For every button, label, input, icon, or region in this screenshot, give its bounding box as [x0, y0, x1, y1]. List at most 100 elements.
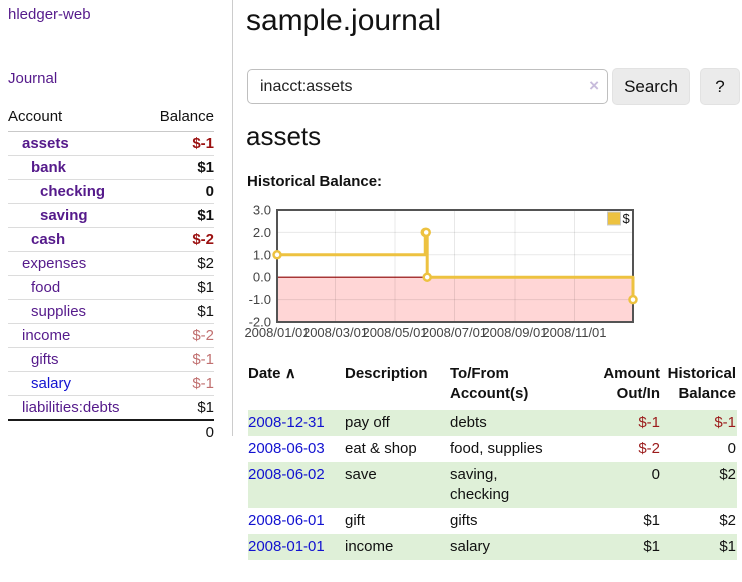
- sidebar-account-row: cash $-2: [8, 227, 214, 252]
- register-date-link[interactable]: 2008-12-31: [248, 414, 325, 431]
- search-button[interactable]: Search: [612, 68, 690, 105]
- balance-chart-svg: 3.0 2.0 1.0 0.0 -1.0 -2.02008/01/012008/03/01…: [244, 203, 638, 340]
- register-accounts-cell: salary: [450, 538, 491, 555]
- register-balance-cell: 0: [727, 440, 736, 457]
- sidebar-account-row: expenses $2: [8, 251, 214, 276]
- sidebar-account-balance: $-1: [146, 347, 214, 372]
- sidebar-account-supplies[interactable]: supplies: [31, 303, 87, 320]
- register-date-link[interactable]: 2008-06-03: [248, 440, 325, 457]
- sidebar-account-salary[interactable]: salary: [31, 375, 72, 392]
- register-description-cell: gift: [345, 512, 366, 529]
- sidebar-account-row: supplies $1: [8, 299, 214, 324]
- sidebar-account-header: Account: [8, 104, 147, 132]
- register-date-header[interactable]: Date ∧: [248, 365, 296, 382]
- sidebar-account-balance: $-2: [146, 323, 214, 348]
- register-balance-cell: $2: [719, 512, 736, 529]
- chart-y-tick-label: -2.0: [249, 315, 271, 330]
- chart-y-tick-label: 0.0: [253, 270, 271, 285]
- register-balance-header: Historical Balance: [667, 365, 736, 402]
- sidebar-account-cell: bank: [8, 155, 147, 180]
- register-description-cell: eat & shop: [345, 440, 417, 457]
- register-accounts-cell: food, supplies: [450, 440, 543, 457]
- register-table: Date ∧ Description To/From Account(s) Am…: [248, 362, 737, 560]
- sidebar-account-row: income $-2: [8, 323, 214, 348]
- sidebar-account-cash[interactable]: cash: [31, 231, 66, 248]
- historical-balance-chart[interactable]: 3.0 2.0 1.0 0.0 -1.0 -2.0 2008/01/01 2008/03/01…: [243, 203, 698, 348]
- search-input[interactable]: [247, 69, 608, 104]
- sidebar-account-cell: gifts: [8, 347, 147, 372]
- sidebar-account-row: checking 0: [8, 179, 214, 204]
- register-date-cell: 2008-12-31: [248, 410, 345, 436]
- sidebar-account-balance: $1: [146, 275, 214, 300]
- sidebar-account-balance: $1: [146, 395, 214, 420]
- nav-journal-link[interactable]: Journal: [8, 70, 58, 87]
- account-heading: assets: [246, 121, 322, 151]
- register-description-cell: income: [345, 538, 394, 555]
- sidebar-account-balance: $1: [146, 203, 214, 228]
- register-body: 2008-12-31 pay off debts $-1 $-1 2008-06-03 ea…: [248, 410, 737, 560]
- brand-link[interactable]: hledger-web: [8, 6, 91, 23]
- register-amount-cell: $1: [643, 538, 660, 555]
- register-date-cell: 2008-01-01: [248, 534, 345, 560]
- chart-data-point[interactable]: [272, 250, 282, 260]
- sidebar-account-liabilities-debts[interactable]: liabilities:debts: [22, 399, 120, 416]
- chart-x-tick-label: 2008/01/01: [244, 325, 309, 340]
- sidebar-account-cell: liabilities:debts: [8, 395, 147, 420]
- sidebar-account-cell: salary: [8, 371, 147, 396]
- sidebar-account-checking[interactable]: checking: [40, 183, 106, 200]
- sidebar-account-expenses[interactable]: expenses: [22, 255, 87, 272]
- chart-x-tick-label: 2008/03/01: [303, 325, 368, 340]
- sidebar-account-balance: 0: [146, 179, 214, 204]
- sidebar-account-gifts[interactable]: gifts: [31, 351, 59, 368]
- help-button[interactable]: ?: [700, 68, 740, 105]
- register-row: 2008-01-01 income salary $1 $1: [248, 534, 737, 560]
- search-field-wrap: ×: [247, 69, 608, 104]
- sidebar-account-row: assets $-1: [8, 132, 214, 156]
- register-amount-cell: $-2: [638, 440, 660, 457]
- register-accounts-cell: saving, checking: [450, 466, 510, 503]
- sidebar-account-balance: $-1: [146, 371, 214, 396]
- register-date-cell: 2008-06-02: [248, 462, 345, 508]
- sidebar-account-balance: $-2: [146, 227, 214, 252]
- register-date-cell: 2008-06-03: [248, 436, 345, 462]
- sidebar-account-assets[interactable]: assets: [22, 135, 69, 152]
- register-amount-header: Amount Out/In: [603, 365, 660, 402]
- page-title: sample.journal: [246, 4, 442, 37]
- register-row: 2008-06-01 gift gifts $1 $2: [248, 508, 737, 534]
- register-date-link[interactable]: 2008-01-01: [248, 538, 325, 555]
- chart-y-tick-label: 3.0: [253, 203, 271, 218]
- sort-asc-icon: ∧: [284, 365, 296, 382]
- chart-data-point[interactable]: [421, 227, 431, 238]
- register-date-link[interactable]: 2008-06-02: [248, 466, 325, 483]
- register-description-cell: save: [345, 466, 377, 483]
- register-row: 2008-12-31 pay off debts $-1 $-1: [248, 410, 737, 436]
- sidebar-account-balance: $-1: [192, 135, 214, 152]
- register-amount-cell: $-1: [638, 414, 660, 431]
- chart-data-point[interactable]: [422, 272, 432, 282]
- sidebar-account-income[interactable]: income: [22, 327, 71, 344]
- sidebar-accounts-body: assets $-1 bank $1 checking 0 saving $1 cash $-2 e…: [8, 132, 214, 444]
- sidebar-account-cell: saving: [8, 203, 147, 228]
- sidebar-account-food[interactable]: food: [31, 279, 61, 296]
- chart-data-point[interactable]: [628, 294, 638, 305]
- register-balance-cell: $1: [719, 538, 736, 555]
- register-header-row: Date ∧ Description To/From Account(s) Am…: [248, 362, 737, 410]
- sidebar-account-cell: expenses: [8, 251, 147, 276]
- sidebar-account-row: saving $1: [8, 203, 214, 228]
- register-date-cell: 2008-06-01: [248, 508, 345, 534]
- sidebar-account-bank[interactable]: bank: [31, 159, 67, 176]
- search-clear-icon[interactable]: ×: [589, 76, 599, 95]
- sidebar-account-row: salary $-1: [8, 371, 214, 396]
- register-balance-cell: $2: [719, 466, 736, 483]
- chart-y-tick-label: 2.0: [253, 225, 271, 240]
- register-row: 2008-06-03 eat & shop food, supplies $-2 0: [248, 436, 737, 462]
- sidebar-account-cell: cash: [8, 227, 147, 252]
- sidebar-account-cell: income: [8, 323, 147, 348]
- sidebar-account-row: liabilities:debts $1: [8, 395, 214, 420]
- chart-negative-region: [277, 277, 633, 322]
- sidebar-total-row: 0: [8, 419, 214, 444]
- sidebar-header-row: Account Balance: [8, 104, 214, 132]
- chart-x-tick-label: 2008/11/01: [542, 325, 606, 340]
- sidebar-account-saving[interactable]: saving: [40, 207, 88, 224]
- register-date-link[interactable]: 2008-06-01: [248, 512, 325, 529]
